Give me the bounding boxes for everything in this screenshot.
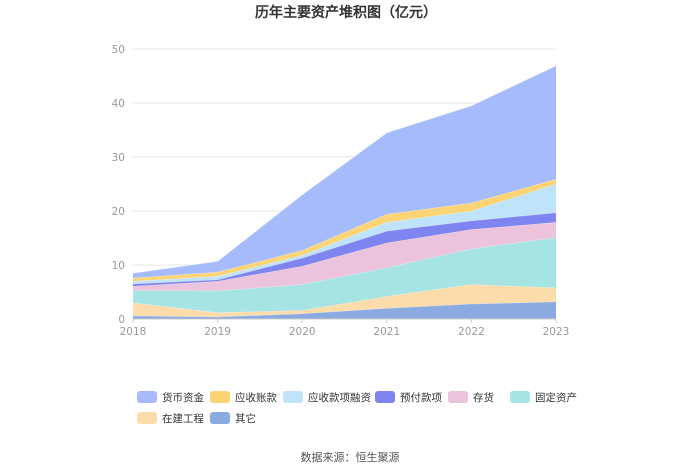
legend-swatch <box>510 391 530 403</box>
area-存货 <box>133 222 556 291</box>
legend-swatch <box>137 412 157 424</box>
source-text: 数据来源：恒生聚源 <box>301 450 400 464</box>
y-tick-label: 30 <box>112 152 125 164</box>
x-tick-label: 2019 <box>204 326 231 338</box>
area-其它 <box>133 301 556 319</box>
area-在建工程 <box>133 284 556 317</box>
y-axis: 0 10 20 30 40 50 <box>112 44 125 326</box>
legend-item[interactable]: 其它 <box>210 412 256 425</box>
legend-swatch <box>375 391 395 403</box>
legend-item[interactable]: 应收款项融资 <box>283 391 371 404</box>
legend-label: 存货 <box>473 391 494 404</box>
legend-label: 预付款项 <box>400 391 442 404</box>
legend-item[interactable]: 固定资产 <box>510 391 577 404</box>
legend-item[interactable]: 预付款项 <box>375 391 442 404</box>
legend-swatch <box>448 391 468 403</box>
area-edge-在建工程 <box>132 283 557 313</box>
legend-label: 在建工程 <box>162 412 204 425</box>
legend-label: 应收款项融资 <box>308 391 371 404</box>
chart-title: 历年主要资产堆积图（亿元） <box>255 4 437 21</box>
legend-item[interactable]: 货币资金 <box>137 391 204 404</box>
y-tick-label: 50 <box>112 44 125 56</box>
legend-swatch <box>283 391 303 403</box>
area-固定资产 <box>133 237 556 313</box>
legend-item[interactable]: 在建工程 <box>137 412 204 425</box>
x-tick-label: 2020 <box>289 326 316 338</box>
legend-label: 应收账款 <box>235 391 277 404</box>
area-预付款项 <box>133 212 556 287</box>
x-tick-label: 2022 <box>458 326 485 338</box>
y-tick-label: 40 <box>112 98 125 110</box>
area-货币资金 <box>133 65 556 278</box>
x-tick-label: 2018 <box>120 326 147 338</box>
y-tick-label: 10 <box>112 260 125 272</box>
area-series <box>132 65 557 319</box>
y-tick-label: 20 <box>112 206 125 218</box>
x-tick-label: 2021 <box>373 326 400 338</box>
legend-item[interactable]: 存货 <box>448 391 494 404</box>
legend-label: 其它 <box>235 412 256 425</box>
legend-swatch <box>210 391 230 403</box>
legend-swatch <box>137 391 157 403</box>
x-tick-label: 2023 <box>543 326 570 338</box>
legend-label: 货币资金 <box>162 391 204 404</box>
legend-label: 固定资产 <box>535 391 577 404</box>
area-edge-货币资金 <box>132 65 557 274</box>
y-tick-label: 0 <box>118 314 125 326</box>
legend-item[interactable]: 应收账款 <box>210 391 277 404</box>
x-axis: 2018 2019 2020 2021 2022 2023 <box>120 318 570 338</box>
legend-swatch <box>210 412 230 424</box>
